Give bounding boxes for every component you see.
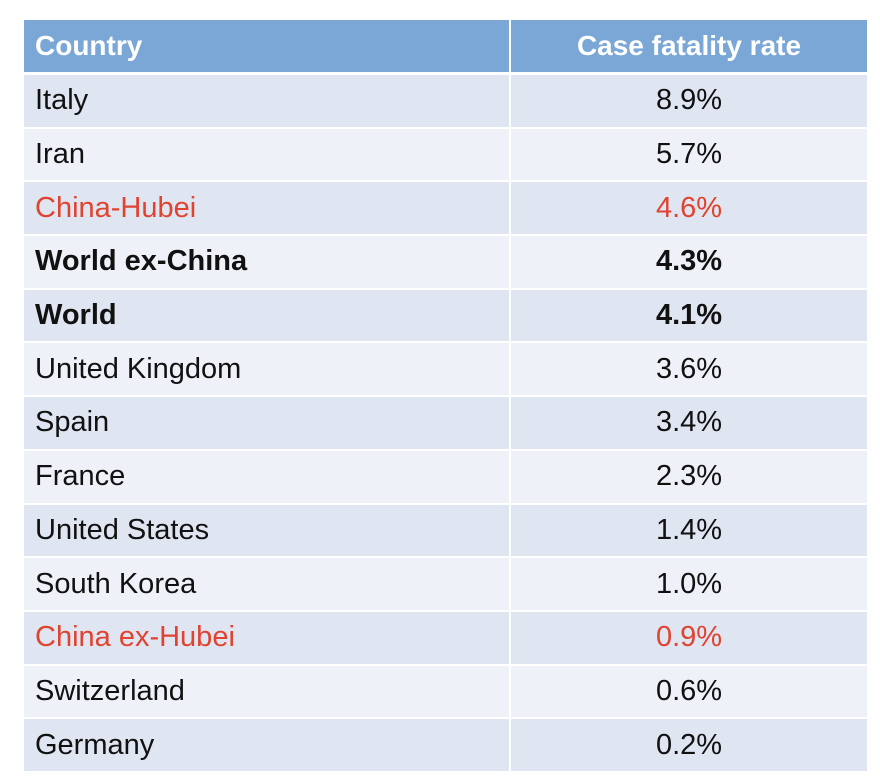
rate-cell: 4.6% xyxy=(510,181,867,237)
rate-cell: 1.0% xyxy=(510,557,867,612)
table-row: United States 1.4% xyxy=(24,503,867,559)
country-cell: France xyxy=(24,449,511,505)
rate-cell: 5.7% xyxy=(510,127,867,183)
table-row: South Korea 1.0% xyxy=(24,557,867,612)
country-column-header: Country xyxy=(24,20,511,75)
country-cell: Germany xyxy=(24,718,511,773)
country-cell: Spain xyxy=(24,396,511,451)
table-row: Switzerland 0.6% xyxy=(24,664,867,720)
rate-cell: 1.4% xyxy=(510,503,867,559)
rate-cell: 0.2% xyxy=(510,718,867,773)
rate-column-header: Case fatality rate xyxy=(510,20,867,75)
rate-cell: 3.6% xyxy=(510,342,867,398)
rate-cell: 4.1% xyxy=(510,288,867,344)
country-cell: China ex-Hubei xyxy=(24,610,511,666)
country-cell: China-Hubei xyxy=(24,181,511,237)
rate-cell: 8.9% xyxy=(510,73,867,129)
fatality-rate-table: Country Case fatality rate Italy 8.9% Iran… xyxy=(24,20,867,773)
country-cell: Switzerland xyxy=(24,664,511,720)
table-row: France 2.3% xyxy=(24,449,867,505)
table-row: Germany 0.2% xyxy=(24,718,867,773)
rate-cell: 0.9% xyxy=(510,610,867,666)
country-cell: United States xyxy=(24,503,511,559)
country-cell: World ex-China xyxy=(24,235,511,290)
table-row: World 4.1% xyxy=(24,288,867,344)
rate-cell: 4.3% xyxy=(510,235,867,290)
rate-cell: 3.4% xyxy=(510,396,867,451)
table-row: United Kingdom 3.6% xyxy=(24,342,867,398)
country-cell: Iran xyxy=(24,127,511,183)
country-cell: Italy xyxy=(24,73,511,129)
fatality-rate-table-container: Country Case fatality rate Italy 8.9% Iran… xyxy=(24,20,867,773)
table-row: Iran 5.7% xyxy=(24,127,867,183)
table-body: Italy 8.9% Iran 5.7% China-Hubei 4.6% World ex… xyxy=(24,73,867,773)
table-row: Spain 3.4% xyxy=(24,396,867,451)
rate-cell: 2.3% xyxy=(510,449,867,505)
country-cell: United Kingdom xyxy=(24,342,511,398)
country-cell: World xyxy=(24,288,511,344)
table-row: Italy 8.9% xyxy=(24,73,867,129)
table-header-row: Country Case fatality rate xyxy=(24,20,867,75)
table-row: World ex-China 4.3% xyxy=(24,235,867,290)
table-row: China ex-Hubei 0.9% xyxy=(24,610,867,666)
table-row: China-Hubei 4.6% xyxy=(24,181,867,237)
rate-cell: 0.6% xyxy=(510,664,867,720)
country-cell: South Korea xyxy=(24,557,511,612)
